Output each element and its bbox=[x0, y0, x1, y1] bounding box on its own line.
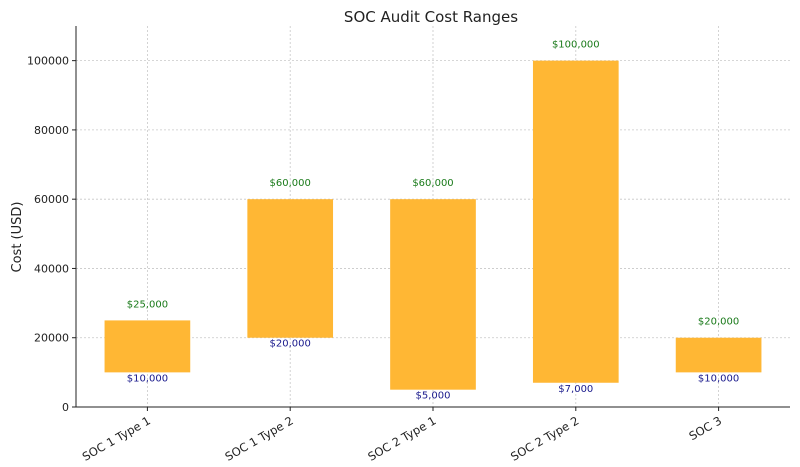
max-value-label: $25,000 bbox=[127, 299, 168, 310]
y-tick-label: 100000 bbox=[27, 55, 69, 68]
min-value-label: $10,000 bbox=[698, 373, 739, 384]
y-axis-label: Cost (USD) bbox=[10, 202, 25, 273]
x-tick-label: SOC 3 bbox=[686, 413, 724, 443]
min-value-label: $10,000 bbox=[127, 373, 168, 384]
max-value-label: $60,000 bbox=[412, 178, 453, 189]
range-bar bbox=[675, 337, 762, 373]
range-bar bbox=[247, 199, 334, 338]
y-tick-label: 80000 bbox=[34, 124, 69, 137]
y-tick-label: 40000 bbox=[34, 262, 69, 275]
bars bbox=[104, 60, 762, 390]
y-tick-label: 60000 bbox=[34, 193, 69, 206]
y-tick-label: 0 bbox=[62, 401, 69, 414]
x-tick-label: SOC 2 Type 1 bbox=[365, 413, 438, 463]
range-bar bbox=[532, 60, 619, 383]
max-value-label: $20,000 bbox=[698, 317, 739, 328]
min-value-label: $5,000 bbox=[416, 391, 451, 402]
x-tick-label: SOC 1 Type 1 bbox=[80, 413, 153, 463]
min-value-label: $20,000 bbox=[270, 339, 311, 350]
range-bar bbox=[104, 320, 191, 373]
y-tick-label: 20000 bbox=[34, 332, 69, 345]
x-tick-label: SOC 1 Type 2 bbox=[223, 413, 296, 463]
range-bar bbox=[390, 199, 476, 390]
data-labels: $25,000 $10,000 $60,000 $20,000 $60,000 $5,00… bbox=[127, 40, 740, 402]
x-tick-label: SOC 2 Type 2 bbox=[508, 413, 581, 463]
max-value-label: $60,000 bbox=[270, 178, 311, 189]
chart-title: SOC Audit Cost Ranges bbox=[344, 8, 518, 26]
min-value-label: $7,000 bbox=[558, 384, 593, 395]
max-value-label: $100,000 bbox=[552, 40, 600, 51]
